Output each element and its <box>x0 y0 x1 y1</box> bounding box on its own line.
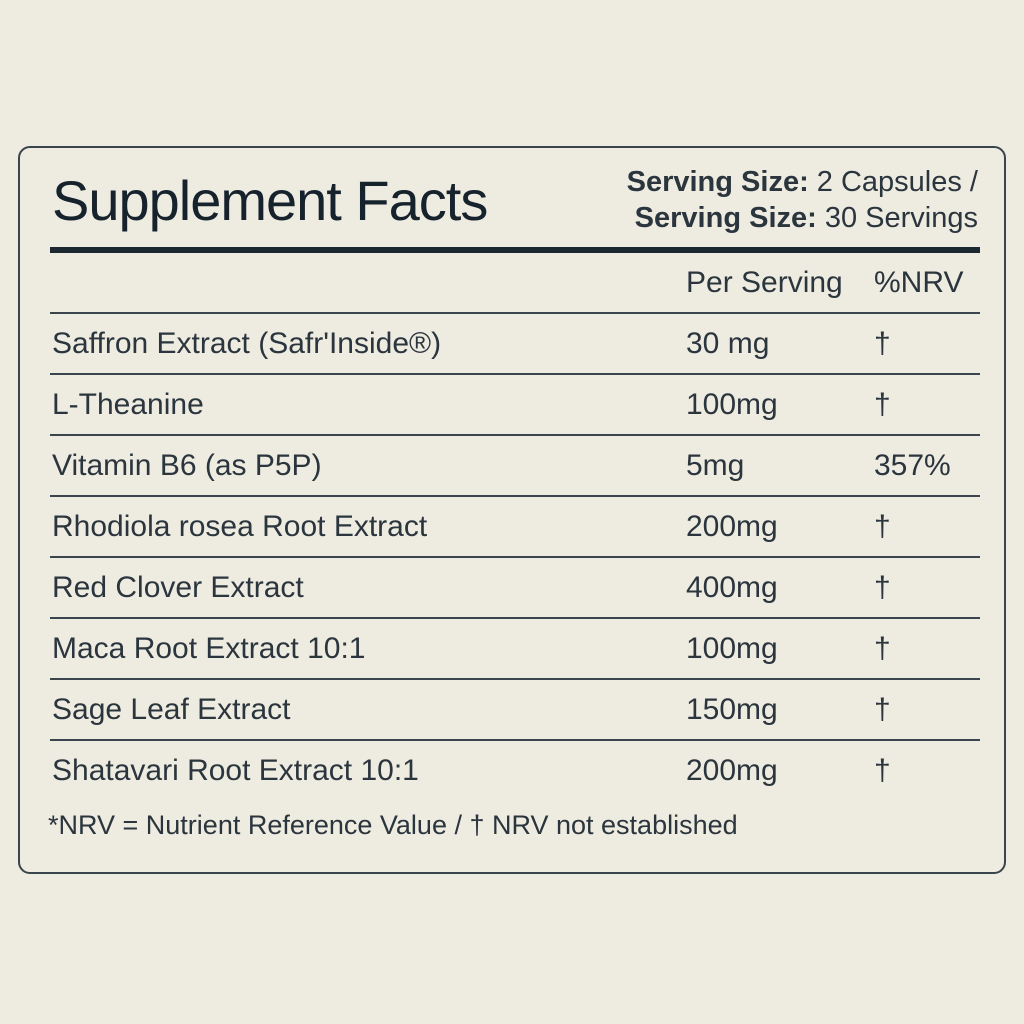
ingredient-name: L-Theanine <box>52 388 204 421</box>
ingredient-name: Red Clover Extract <box>52 571 304 604</box>
ingredient-amount: 400mg <box>686 571 778 604</box>
ingredient-name: Shatavari Root Extract 10:1 <box>52 754 419 787</box>
serving-info: Serving Size: 2 Capsules / Serving Size:… <box>627 164 978 236</box>
ingredient-name: Sage Leaf Extract <box>52 693 291 726</box>
servings-label: Serving Size: <box>634 202 817 234</box>
servings-value: 30 Servings <box>816 202 978 234</box>
serving-line-1: Serving Size: 2 Capsules / <box>627 164 978 200</box>
ingredient-nrv: 357% <box>874 449 951 482</box>
table-row: Red Clover Extract 400mg † <box>50 558 980 619</box>
footnote: *NRV = Nutrient Reference Value / † NRV … <box>48 810 738 840</box>
table-row: Sage Leaf Extract 150mg † <box>50 680 980 741</box>
table-row: Shatavari Root Extract 10:1 200mg † <box>50 741 980 802</box>
ingredient-nrv: † <box>874 388 891 421</box>
ingredient-nrv: † <box>874 632 891 665</box>
ingredient-nrv: † <box>874 693 891 726</box>
ingredient-nrv: † <box>874 327 891 360</box>
ingredient-nrv: † <box>874 754 891 787</box>
table-row: Vitamin B6 (as P5P) 5mg 357% <box>50 436 980 497</box>
ingredient-nrv: † <box>874 571 891 604</box>
table-row: Saffron Extract (Safr'Inside®) 30 mg † <box>50 314 980 375</box>
column-header-row: Per Serving %NRV <box>50 253 980 314</box>
ingredient-amount: 200mg <box>686 510 778 543</box>
table-row: Maca Root Extract 10:1 100mg † <box>50 619 980 680</box>
ingredient-amount: 30 mg <box>686 327 770 360</box>
serving-size-label: Serving Size: <box>626 166 809 198</box>
ingredient-name: Saffron Extract (Safr'Inside®) <box>52 327 442 360</box>
ingredient-amount: 100mg <box>686 388 778 421</box>
ingredient-amount: 5mg <box>686 449 745 482</box>
table-row: L-Theanine 100mg † <box>50 375 980 436</box>
column-header-nrv: %NRV <box>874 266 964 299</box>
panel-title: Supplement Facts <box>52 169 488 232</box>
serving-line-2: Serving Size: 30 Servings <box>627 200 978 236</box>
ingredient-name: Maca Root Extract 10:1 <box>52 632 366 665</box>
serving-size-value: 2 Capsules / <box>808 166 978 198</box>
column-header-per-serving: Per Serving <box>686 266 843 299</box>
supplement-facts-panel: Supplement Facts Serving Size: 2 Capsule… <box>18 146 1006 874</box>
header-divider <box>50 247 980 253</box>
ingredient-amount: 150mg <box>686 693 778 726</box>
ingredient-amount: 200mg <box>686 754 778 787</box>
ingredient-amount: 100mg <box>686 632 778 665</box>
ingredient-nrv: † <box>874 510 891 543</box>
table-row: Rhodiola rosea Root Extract 200mg † <box>50 497 980 558</box>
ingredient-name: Vitamin B6 (as P5P) <box>52 449 322 482</box>
ingredient-name: Rhodiola rosea Root Extract <box>52 510 428 543</box>
